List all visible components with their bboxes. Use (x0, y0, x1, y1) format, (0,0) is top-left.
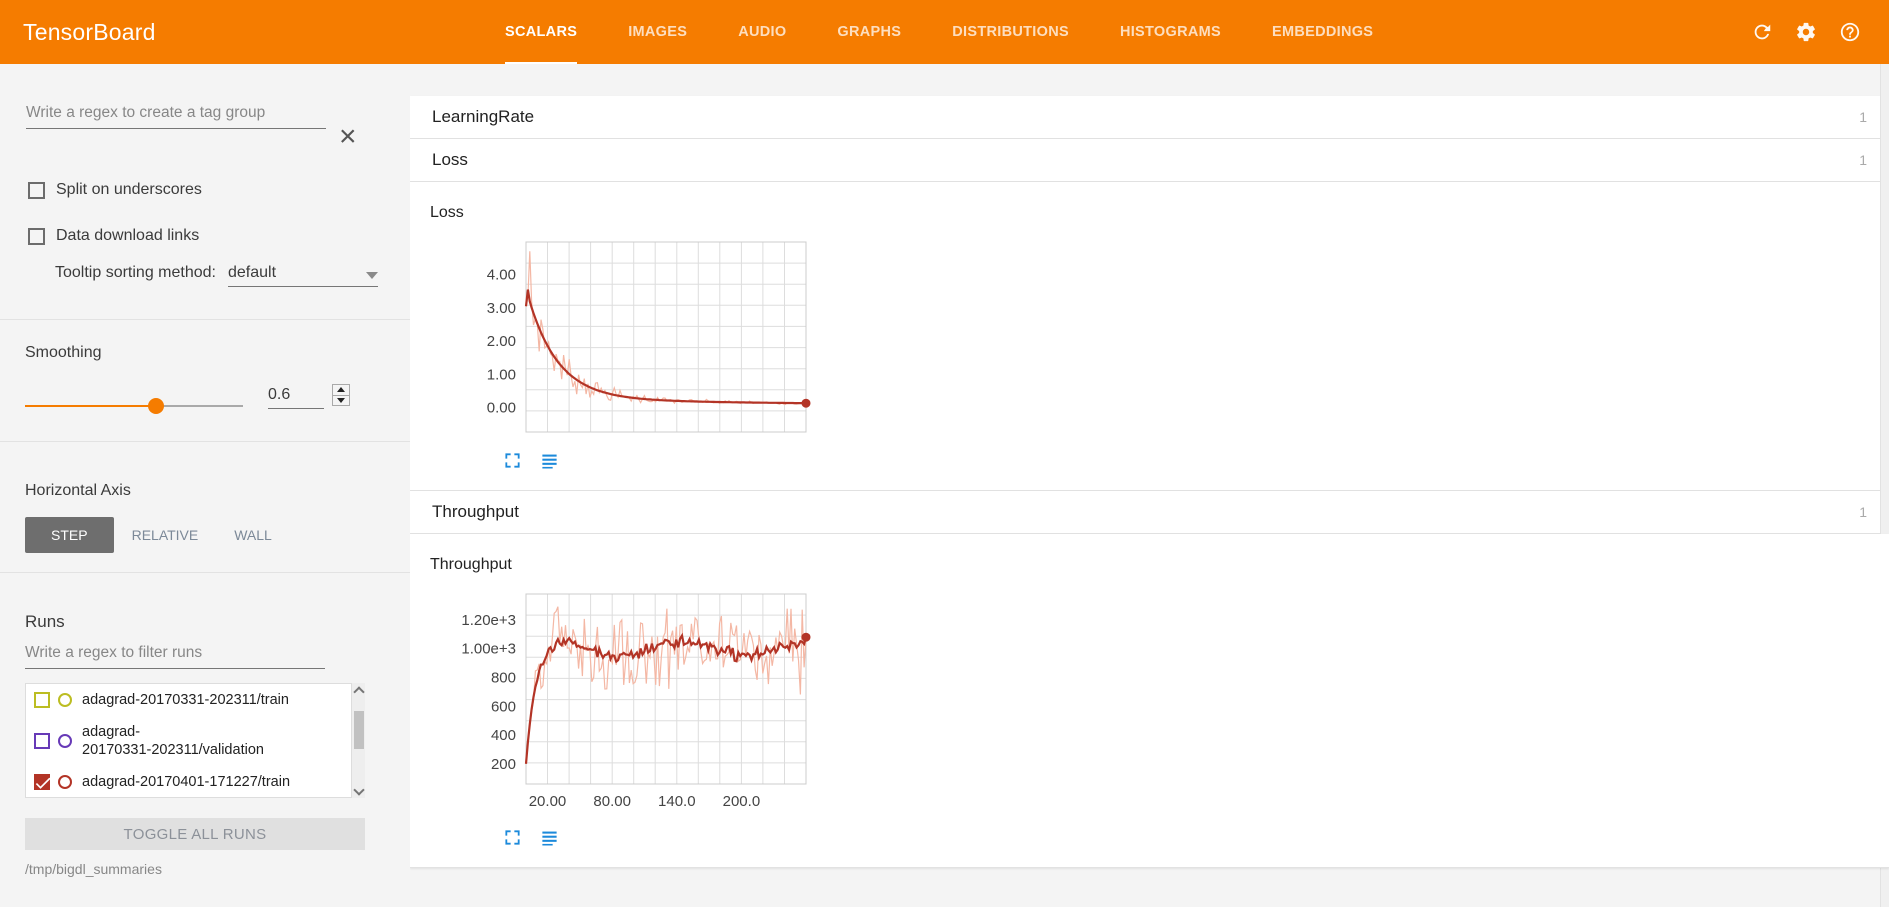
svg-text:800: 800 (491, 670, 516, 687)
svg-text:600: 600 (491, 698, 516, 715)
svg-text:4.00: 4.00 (487, 267, 516, 284)
svg-text:400: 400 (491, 727, 516, 744)
svg-text:20.00: 20.00 (529, 793, 567, 810)
svg-text:0.00: 0.00 (487, 400, 516, 417)
svg-text:1.00e+3: 1.00e+3 (461, 641, 516, 658)
svg-text:2.00: 2.00 (487, 333, 516, 350)
svg-text:200.0: 200.0 (723, 793, 761, 810)
svg-text:140.0: 140.0 (658, 793, 696, 810)
svg-text:200: 200 (491, 756, 516, 773)
svg-text:1.20e+3: 1.20e+3 (461, 612, 516, 629)
svg-text:1.00: 1.00 (487, 366, 516, 383)
svg-text:3.00: 3.00 (487, 300, 516, 317)
svg-text:80.00: 80.00 (593, 793, 631, 810)
